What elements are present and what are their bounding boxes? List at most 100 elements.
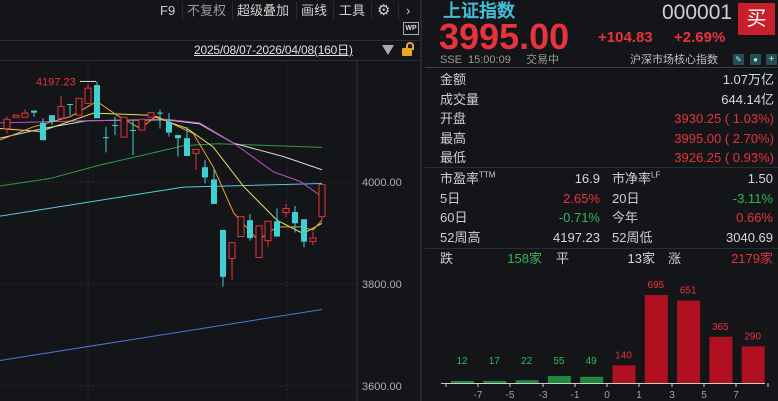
stat-value: 3995.00 ( 2.70%) bbox=[674, 130, 774, 146]
metric-label-sup: TTM bbox=[479, 170, 496, 180]
x-tick-label: 3 bbox=[669, 390, 675, 401]
candle bbox=[264, 220, 272, 247]
candle-body bbox=[147, 112, 155, 118]
metric-value: -3.11% bbox=[732, 190, 773, 206]
current-price: 3995.00 bbox=[439, 16, 570, 57]
bar-value-label: 651 bbox=[680, 286, 697, 297]
edit-icon[interactable]: ✎ bbox=[733, 54, 744, 65]
candle bbox=[175, 135, 181, 157]
candle bbox=[237, 216, 245, 238]
bar-value-label: 49 bbox=[586, 356, 598, 367]
price-change-pct: +2.69% bbox=[674, 29, 726, 46]
moving-average-line bbox=[0, 308, 323, 361]
buy-button[interactable]: 买 bbox=[738, 3, 775, 35]
distribution-bar bbox=[547, 376, 571, 383]
index-code: 000001 bbox=[662, 1, 733, 24]
date-range[interactable]: 2025/08/07-2026/04/08(160日) bbox=[194, 43, 353, 57]
candle-body bbox=[220, 229, 226, 277]
candle bbox=[40, 118, 46, 141]
candle bbox=[184, 126, 190, 156]
candle bbox=[301, 219, 307, 248]
candle-body bbox=[202, 167, 208, 178]
x-tick-label: 1 bbox=[636, 390, 642, 401]
candle bbox=[67, 103, 73, 116]
candle bbox=[130, 119, 136, 155]
stat-value: 3926.25 ( 0.93%) bbox=[674, 150, 774, 165]
metric-value: -0.71% bbox=[558, 210, 600, 226]
metric-label: 60日 bbox=[440, 208, 467, 227]
candle bbox=[282, 203, 290, 218]
candle bbox=[318, 184, 326, 220]
distribution-bar bbox=[644, 295, 668, 383]
panel-divider bbox=[420, 0, 422, 401]
candlestick-chart[interactable]: 4000.00 3800.00 3600.00 4197.23 bbox=[0, 61, 420, 401]
toolbar-no-adjust[interactable]: 不复权 bbox=[187, 3, 227, 18]
trade-status: 交易中 bbox=[526, 54, 559, 66]
candle-body bbox=[3, 118, 11, 129]
chevron-right-icon[interactable]: › bbox=[406, 3, 411, 18]
moving-average-line bbox=[0, 183, 323, 217]
triangle-down-icon[interactable] bbox=[382, 45, 394, 55]
up-label: 涨 bbox=[668, 251, 682, 266]
metric-value: 0.66% bbox=[736, 210, 773, 226]
candle bbox=[57, 95, 65, 119]
divider bbox=[0, 60, 420, 61]
bar-value-label: 290 bbox=[744, 331, 761, 342]
metric-label: 20日 bbox=[612, 189, 639, 208]
toolbar-f9[interactable]: F9 bbox=[160, 3, 176, 18]
wp-monitor-icon[interactable]: WP bbox=[403, 22, 419, 35]
candle bbox=[31, 110, 37, 117]
candle-body bbox=[103, 137, 109, 139]
metric-value: 2.65% bbox=[563, 190, 600, 206]
bell-icon[interactable]: ● bbox=[750, 54, 761, 65]
stat-row: 开盘 3930.25 ( 1.03%) bbox=[440, 109, 774, 128]
gear-icon[interactable]: ⚙ bbox=[377, 2, 391, 19]
metric-label: 52周低 bbox=[612, 228, 652, 247]
divider bbox=[0, 40, 420, 41]
toolbar-draw[interactable]: 画线 bbox=[301, 3, 328, 18]
candle bbox=[247, 214, 253, 241]
stat-value: 1.07万亿 bbox=[722, 72, 774, 87]
stat-row: 最高 3995.00 ( 2.70%) bbox=[440, 129, 774, 148]
candle bbox=[103, 126, 109, 153]
divider bbox=[333, 2, 334, 20]
metric-label-text: 市净率 bbox=[612, 171, 652, 186]
candle-body bbox=[75, 97, 83, 116]
moving-average-line bbox=[0, 143, 323, 187]
metric-label: 市盈率TTM bbox=[440, 169, 495, 188]
metric-label-text: 市盈率 bbox=[440, 171, 480, 186]
toolbar-tools[interactable]: 工具 bbox=[339, 3, 366, 18]
quote-time: 15:00:09 bbox=[468, 54, 511, 66]
metric-value: 16.9 bbox=[574, 171, 600, 186]
candle bbox=[49, 115, 55, 125]
candle-body bbox=[211, 179, 217, 204]
metric-label-text: 60日 bbox=[440, 210, 468, 226]
divider bbox=[182, 2, 183, 20]
y-tick-label: 3600.00 bbox=[362, 381, 402, 393]
unlock-icon[interactable] bbox=[402, 48, 412, 56]
candle bbox=[211, 169, 217, 204]
y-tick-label: 4000.00 bbox=[362, 177, 402, 189]
distribution-bar bbox=[612, 365, 636, 383]
candle bbox=[255, 225, 263, 258]
max-price-label: 4197.23 bbox=[36, 76, 76, 88]
x-tick-label: 0 bbox=[604, 390, 610, 401]
metric-value: 4197.23 bbox=[553, 230, 600, 246]
candle-body bbox=[31, 110, 37, 113]
distribution-bar bbox=[677, 300, 701, 383]
metric-label-text: 52周高 bbox=[440, 230, 481, 246]
x-tick-label: -3 bbox=[539, 390, 548, 401]
candle bbox=[166, 113, 172, 137]
divider bbox=[425, 67, 778, 68]
candle-body bbox=[21, 112, 29, 118]
candle-body bbox=[247, 220, 253, 239]
candle bbox=[292, 205, 298, 233]
stat-label: 最低 bbox=[440, 150, 467, 165]
candle bbox=[84, 83, 92, 104]
toolbar-overlay[interactable]: 超级叠加 bbox=[237, 3, 290, 18]
stat-row: 成交量 644.14亿 bbox=[440, 90, 774, 109]
bar-value-label: 22 bbox=[521, 356, 533, 367]
x-tick-label: -1 bbox=[571, 390, 580, 401]
plus-icon[interactable]: + bbox=[766, 54, 777, 65]
candle bbox=[228, 242, 236, 280]
